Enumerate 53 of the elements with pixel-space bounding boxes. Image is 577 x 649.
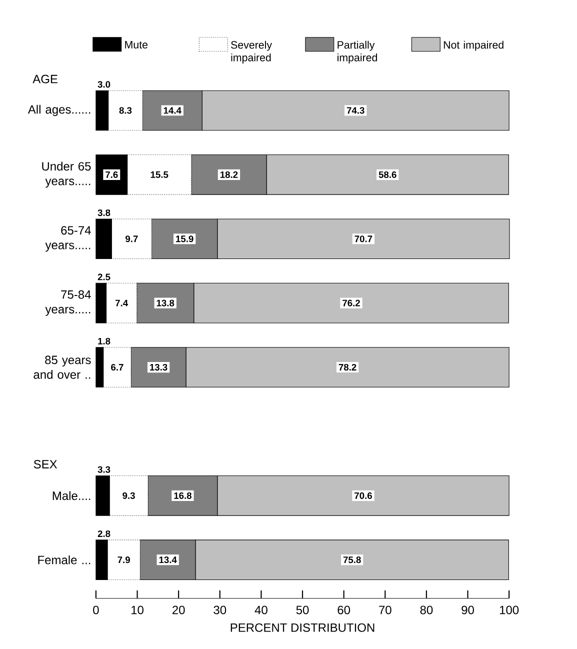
data-label: 18.2 bbox=[220, 171, 238, 178]
data-label: 14.4 bbox=[164, 107, 182, 114]
data-label: 2.5 bbox=[98, 274, 110, 280]
data-label: 15.5 bbox=[150, 171, 168, 178]
x-axis-title: PERCENT DISTRIBUTION bbox=[230, 623, 374, 632]
data-label: 75.8 bbox=[343, 556, 361, 564]
y-tick-label: All ages...... bbox=[28, 104, 90, 116]
text: AGE bbox=[32, 74, 58, 84]
text: SEX bbox=[34, 460, 58, 468]
y-tick-label: 75-84 years..... bbox=[45, 290, 91, 316]
data-label: 7.6 bbox=[106, 171, 118, 178]
data-label: 8.3 bbox=[119, 107, 132, 114]
data-label: 2.8 bbox=[98, 530, 110, 538]
data-label: 74.3 bbox=[346, 107, 364, 114]
legend-label: Mute bbox=[125, 41, 148, 48]
data-label: 76.2 bbox=[342, 300, 360, 306]
data-label: 6.7 bbox=[111, 364, 124, 371]
data-label: 13.4 bbox=[159, 556, 177, 564]
data-label: 1.8 bbox=[98, 338, 110, 344]
data-label: 16.8 bbox=[174, 492, 192, 499]
data-label: 70.6 bbox=[354, 492, 372, 499]
x-tick-label: 10 bbox=[131, 606, 144, 614]
x-tick-label: 80 bbox=[420, 606, 433, 614]
y-tick-label: Under 65 years..... bbox=[42, 162, 91, 188]
data-label: 78.2 bbox=[338, 364, 356, 371]
y-tick-label: 65-74 years..... bbox=[45, 226, 91, 252]
data-label: 58.6 bbox=[378, 171, 396, 178]
x-tick-label: 30 bbox=[214, 606, 226, 614]
x-tick-label: 20 bbox=[172, 606, 185, 614]
x-tick-label: 90 bbox=[462, 606, 474, 614]
data-label: 13.3 bbox=[150, 364, 168, 371]
data-label: 7.4 bbox=[115, 300, 128, 306]
y-tick-label: 85 years and over .. bbox=[34, 356, 91, 379]
data-label: 15.9 bbox=[176, 236, 194, 242]
y-tick-label: Female ... bbox=[38, 555, 90, 564]
data-label: 3.3 bbox=[98, 466, 110, 473]
data-label: 3.8 bbox=[98, 209, 110, 216]
x-tick-label: 100 bbox=[500, 606, 519, 614]
legend-label: Severely impaired bbox=[231, 40, 272, 64]
x-tick-label: 40 bbox=[254, 606, 268, 614]
data-label: 70.7 bbox=[354, 236, 372, 242]
y-tick-label: Male.... bbox=[52, 491, 90, 500]
x-tick-label: 70 bbox=[379, 606, 392, 614]
data-label: 9.7 bbox=[126, 236, 138, 242]
legend-label: Not impaired bbox=[444, 40, 504, 51]
x-tick-label: 60 bbox=[338, 606, 350, 614]
x-tick-label: 0 bbox=[93, 606, 99, 614]
data-label: 3.0 bbox=[98, 81, 110, 88]
data-label: 7.9 bbox=[118, 556, 130, 564]
data-label: 13.8 bbox=[156, 300, 174, 306]
x-tick-label: 50 bbox=[296, 606, 309, 614]
legend-label: Partially impaired bbox=[338, 40, 377, 64]
data-label: 9.3 bbox=[122, 492, 135, 499]
